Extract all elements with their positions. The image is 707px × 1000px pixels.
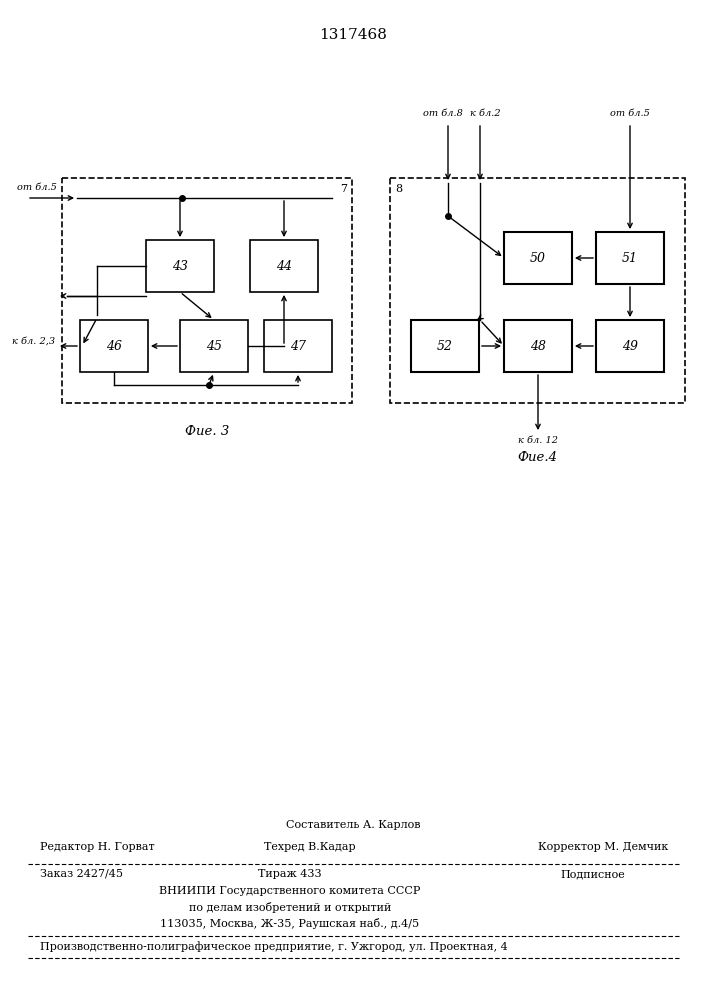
Text: 45: 45: [206, 340, 222, 353]
Text: по делам изобретений и открытий: по делам изобретений и открытий: [189, 902, 391, 913]
Text: к бл. 2,3: к бл. 2,3: [12, 336, 55, 346]
Text: от бл.5: от бл.5: [17, 183, 57, 192]
Text: 49: 49: [622, 340, 638, 353]
Text: 48: 48: [530, 340, 546, 353]
Bar: [504, 320, 572, 372]
Text: Заказ 2427/45: Заказ 2427/45: [40, 869, 123, 879]
Text: Редактор Н. Горват: Редактор Н. Горват: [40, 842, 155, 852]
Text: Фие. 3: Фие. 3: [185, 425, 229, 438]
Text: 44: 44: [276, 259, 292, 272]
Text: 1317468: 1317468: [319, 28, 387, 42]
Bar: [411, 320, 479, 372]
Text: Подписное: Подписное: [560, 869, 625, 879]
Bar: [250, 240, 318, 292]
Text: к бл. 12: к бл. 12: [518, 436, 558, 445]
Text: к бл.2: к бл.2: [469, 109, 501, 118]
Text: 51: 51: [622, 251, 638, 264]
Text: ВНИИПИ Государственного комитета СССР: ВНИИПИ Государственного комитета СССР: [159, 886, 421, 896]
Text: 7: 7: [340, 184, 347, 194]
Bar: [596, 232, 664, 284]
Text: 8: 8: [395, 184, 402, 194]
Text: 47: 47: [290, 340, 306, 353]
Text: Производственно-полиграфическое предприятие, г. Ужгород, ул. Проектная, 4: Производственно-полиграфическое предприя…: [40, 941, 508, 952]
Bar: [146, 240, 214, 292]
Text: Составитель А. Карлов: Составитель А. Карлов: [286, 820, 420, 830]
Text: 43: 43: [172, 259, 188, 272]
Text: от бл.8: от бл.8: [423, 109, 463, 118]
Text: Техред В.Кадар: Техред В.Кадар: [264, 842, 356, 852]
Text: от бл.5: от бл.5: [610, 109, 650, 118]
Text: 46: 46: [106, 340, 122, 353]
Text: Корректор М. Демчик: Корректор М. Демчик: [538, 842, 668, 852]
Text: Тираж 433: Тираж 433: [258, 869, 322, 879]
Bar: [62, 178, 352, 403]
Bar: [504, 232, 572, 284]
Bar: [180, 320, 248, 372]
Text: 113035, Москва, Ж-35, Раушская наб., д.4/5: 113035, Москва, Ж-35, Раушская наб., д.4…: [160, 918, 419, 929]
Bar: [80, 320, 148, 372]
Bar: [264, 320, 332, 372]
Text: Фие.4: Фие.4: [517, 451, 557, 464]
Bar: [390, 178, 685, 403]
Text: 52: 52: [437, 340, 453, 353]
Text: 50: 50: [530, 251, 546, 264]
Bar: [596, 320, 664, 372]
